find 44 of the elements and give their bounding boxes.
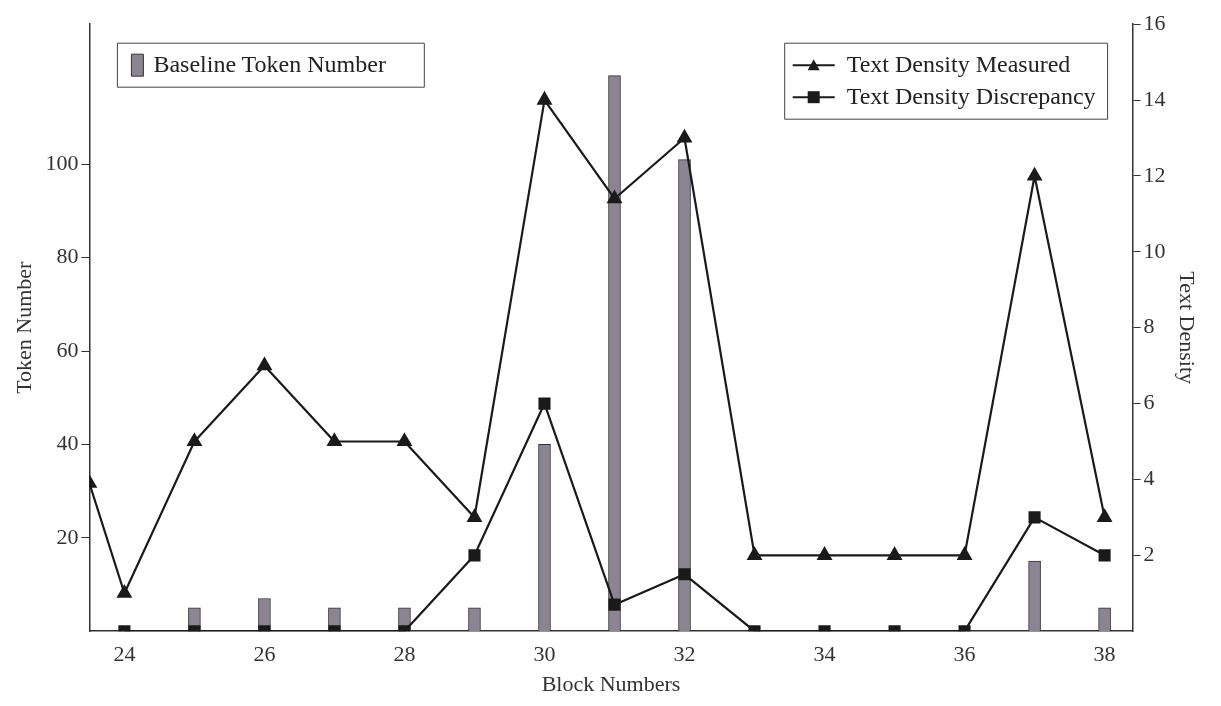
point bbox=[187, 433, 202, 447]
y2-axis-title: Text Density bbox=[1175, 271, 1201, 385]
legend-label: Baseline Token Number bbox=[153, 51, 386, 78]
x-axis-title: Block Numbers bbox=[541, 670, 681, 696]
x-tick-label: 26 bbox=[253, 641, 276, 667]
point bbox=[1097, 509, 1112, 522]
legend-label: Text Density Discrepancy bbox=[846, 83, 1096, 110]
point bbox=[677, 129, 692, 143]
point bbox=[1027, 167, 1042, 181]
point bbox=[747, 547, 762, 560]
point bbox=[608, 598, 621, 611]
x-tick-label: 30 bbox=[533, 641, 556, 667]
x-tick-label: 34 bbox=[813, 641, 836, 667]
y2-tick-label: 6 bbox=[1143, 389, 1155, 415]
y-tick-label: 40 bbox=[56, 430, 79, 456]
point bbox=[607, 190, 622, 204]
x-tick-label: 32 bbox=[673, 641, 696, 667]
point bbox=[327, 433, 342, 447]
x-tick-label: 28 bbox=[393, 641, 416, 667]
point bbox=[538, 397, 551, 410]
point bbox=[257, 357, 272, 371]
x-tick-label: 24 bbox=[113, 641, 136, 667]
y-tick-label: 100 bbox=[45, 150, 79, 176]
y-tick-label: 80 bbox=[56, 243, 79, 269]
y2-tick-label: 2 bbox=[1143, 541, 1155, 567]
y2-tick-label: 16 bbox=[1143, 9, 1166, 35]
y2-tick-label: 14 bbox=[1143, 85, 1166, 111]
y2-tick-label: 12 bbox=[1143, 161, 1166, 187]
y2-tick-label: 8 bbox=[1143, 313, 1155, 339]
point bbox=[817, 547, 832, 560]
point bbox=[467, 509, 482, 522]
point bbox=[957, 547, 972, 560]
legend-label: Text Density Measured bbox=[846, 51, 1071, 78]
y-tick-label: 20 bbox=[56, 523, 79, 549]
y2-tick-label: 4 bbox=[1143, 465, 1155, 491]
point bbox=[397, 433, 412, 447]
y-tick-label: 60 bbox=[56, 336, 79, 362]
point bbox=[537, 91, 552, 105]
point bbox=[117, 585, 132, 598]
y2-tick-label: 10 bbox=[1143, 237, 1166, 263]
x-tick-label: 36 bbox=[953, 641, 976, 667]
point bbox=[887, 547, 902, 560]
x-tick-label: 38 bbox=[1093, 641, 1116, 667]
y-axis-title: Token Number bbox=[10, 260, 36, 394]
